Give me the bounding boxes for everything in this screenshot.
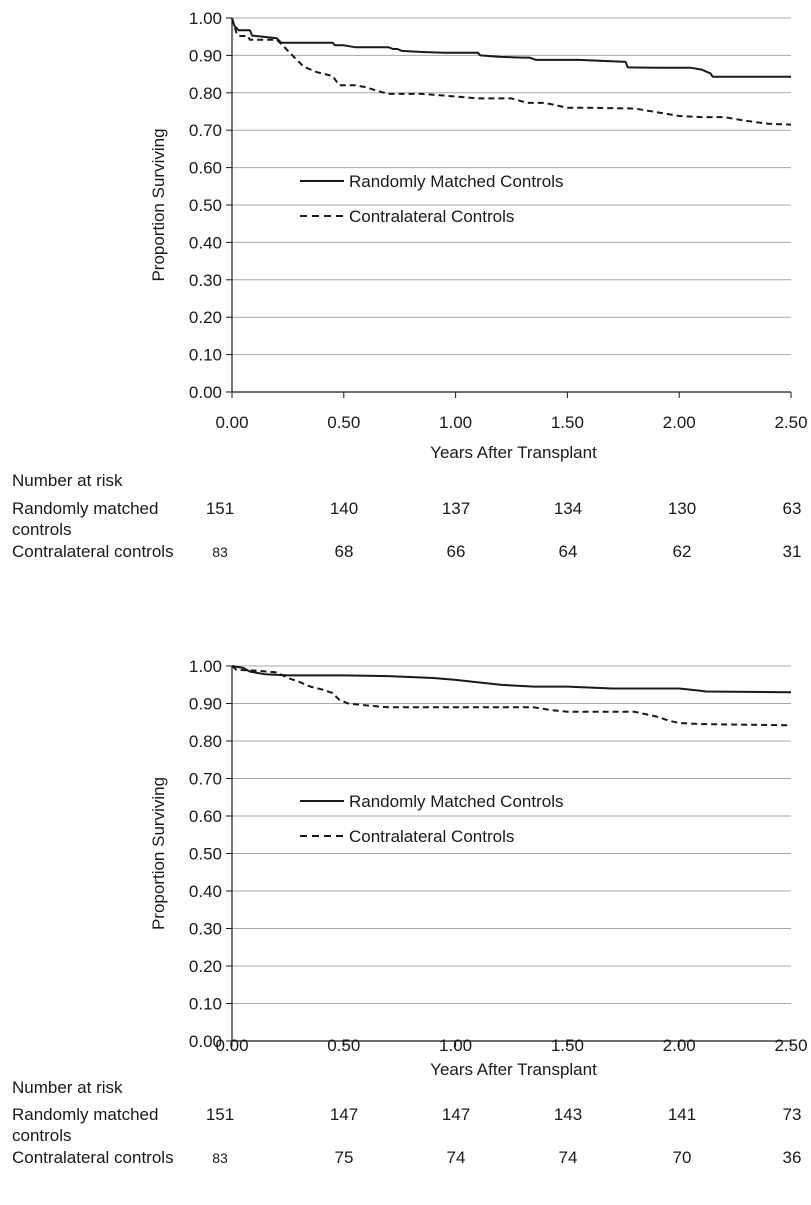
- risk-cell: 147: [441, 1105, 471, 1124]
- y-tick-label: 0.10: [189, 995, 222, 1014]
- x-tick-label: 2.50: [774, 1036, 807, 1055]
- y-tick-label: 0.20: [189, 957, 222, 976]
- y-tick-label: 0.40: [189, 882, 222, 901]
- risk-row-label: Contralateral controls: [12, 542, 174, 561]
- risk-cell: 63: [782, 499, 802, 518]
- risk-cell: 75: [334, 1148, 354, 1167]
- legend-label: Contralateral Controls: [349, 827, 514, 846]
- x-axis-label: Years After Transplant: [430, 443, 597, 462]
- risk-cell: 74: [558, 1148, 578, 1167]
- risk-cell: 74: [446, 1148, 466, 1167]
- risk-cell: 70: [672, 1148, 692, 1167]
- risk-cell: 143: [553, 1105, 583, 1124]
- y-tick-label: 0.00: [189, 1032, 222, 1051]
- risk-row-randomly-matched: Randomly matched 151 147 147 143 141 73: [0, 1104, 811, 1126]
- y-tick-label: 0.00: [189, 383, 222, 402]
- y-tick-label: 0.90: [189, 695, 222, 714]
- x-tick-label: 0.00: [215, 413, 248, 432]
- y-tick-label: 0.30: [189, 271, 222, 290]
- risk-cell: 36: [782, 1148, 802, 1167]
- legend-label: Contralateral Controls: [349, 207, 514, 226]
- y-tick-label: 0.70: [189, 770, 222, 789]
- y-tick-label: 0.50: [189, 196, 222, 215]
- y-tick-label: 0.40: [189, 233, 222, 252]
- risk-cell: 83: [212, 1150, 228, 1166]
- risk-table-title: Number at risk: [12, 471, 123, 490]
- survival-chart-panel-2: 0.00 0.10 0.20 0.30 0.40 0.50 0.60 0.70 0.80 0.90…: [0, 648, 811, 1205]
- risk-cell: 141: [667, 1105, 697, 1124]
- risk-cell: 83: [212, 544, 228, 560]
- risk-cell: 66: [446, 542, 466, 561]
- x-tick-label: 1.00: [439, 413, 472, 432]
- risk-row-label-continued: controls: [12, 520, 72, 539]
- risk-cell: 64: [558, 542, 578, 561]
- x-tick-label: 2.50: [774, 413, 807, 432]
- x-tick-label: 0.50: [327, 1036, 360, 1055]
- x-tick-label: 1.50: [551, 413, 584, 432]
- y-tick-label: 0.50: [189, 845, 222, 864]
- x-tick-label: 1.50: [551, 1036, 584, 1055]
- legend-label: Randomly Matched Controls: [349, 792, 563, 811]
- risk-cell: 68: [334, 542, 354, 561]
- risk-row-randomly-matched-cont: controls: [0, 519, 811, 541]
- risk-cell: 140: [329, 499, 359, 518]
- risk-row-contralateral: Contralateral controls 83 68 66 64 62 31: [0, 541, 811, 563]
- risk-cell: 147: [329, 1105, 359, 1124]
- x-axis-label: Years After Transplant: [430, 1060, 597, 1079]
- risk-cell: 73: [782, 1105, 802, 1124]
- y-tick-label: 0.10: [189, 346, 222, 365]
- risk-cell: 151: [205, 1105, 235, 1124]
- series-line-contralateral: [231, 665, 792, 727]
- y-tick-label: 0.80: [189, 84, 222, 103]
- risk-cell: 137: [441, 499, 471, 518]
- y-axis-label: Proportion Surviving: [149, 128, 168, 281]
- risk-cell: 134: [553, 499, 583, 518]
- y-tick-label: 1.00: [189, 9, 222, 28]
- x-tick-label: 2.00: [663, 1036, 696, 1055]
- y-tick-label: 0.20: [189, 308, 222, 327]
- risk-row-contralateral: Contralateral controls 83 75 74 74 70 36: [0, 1147, 811, 1169]
- risk-row-label: Randomly matched: [12, 499, 159, 518]
- series-line-randomly-matched: [231, 17, 791, 78]
- y-tick-label: 0.90: [189, 46, 222, 65]
- x-tick-label: 0.50: [327, 413, 360, 432]
- y-tick-label: 0.60: [189, 159, 222, 178]
- x-tick-label: 1.00: [439, 1036, 472, 1055]
- survival-chart-panel-1: 0.00 0.10 0.20 0.30 0.40 0.50 0.60 0.70 0.80 0.90…: [0, 0, 811, 600]
- survival-chart-2: 0.00 0.10 0.20 0.30 0.40 0.50 0.60 0.70 0.80 0.90…: [149, 657, 808, 1079]
- legend-label: Randomly Matched Controls: [349, 172, 563, 191]
- y-tick-label: 0.30: [189, 920, 222, 939]
- y-tick-label: 1.00: [189, 657, 222, 676]
- risk-row-randomly-matched-cont: controls: [0, 1125, 811, 1147]
- x-tick-label: 2.00: [663, 413, 696, 432]
- x-tick-label: 0.00: [215, 1036, 248, 1055]
- risk-row-randomly-matched: Randomly matched 151 140 137 134 130 63: [0, 498, 811, 520]
- survival-chart-1: 0.00 0.10 0.20 0.30 0.40 0.50 0.60 0.70 0.80 0.90…: [149, 9, 808, 462]
- risk-row-label-continued: controls: [12, 1126, 72, 1145]
- series-line-randomly-matched: [231, 665, 792, 694]
- risk-cell: 130: [667, 499, 697, 518]
- y-tick-label: 0.80: [189, 732, 222, 751]
- risk-cell: 31: [782, 542, 802, 561]
- risk-cell: 62: [672, 542, 692, 561]
- risk-cell: 151: [205, 499, 235, 518]
- y-tick-label: 0.60: [189, 807, 222, 826]
- y-axis-label: Proportion Surviving: [149, 777, 168, 930]
- y-tick-label: 0.70: [189, 121, 222, 140]
- series-line-contralateral: [231, 17, 792, 126]
- risk-row-label: Contralateral controls: [12, 1148, 174, 1167]
- risk-row-label: Randomly matched: [12, 1105, 159, 1124]
- risk-table-title: Number at risk: [12, 1078, 123, 1097]
